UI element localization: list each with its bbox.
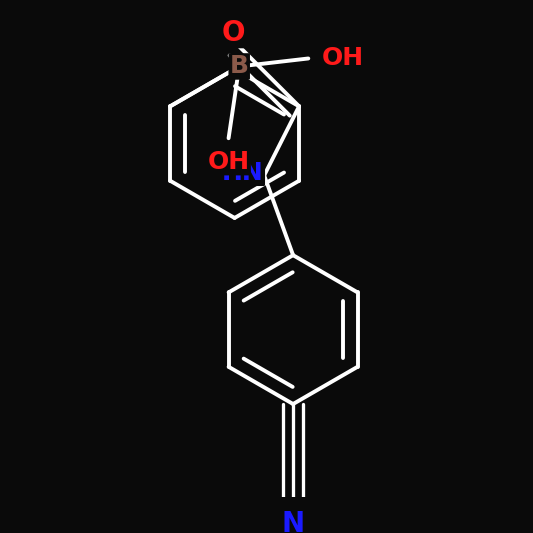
Text: OH: OH: [322, 46, 364, 70]
Text: OH: OH: [207, 150, 249, 174]
Text: O: O: [222, 19, 245, 47]
Text: N: N: [281, 510, 305, 533]
Text: HN: HN: [222, 161, 264, 185]
Text: B: B: [230, 54, 249, 78]
